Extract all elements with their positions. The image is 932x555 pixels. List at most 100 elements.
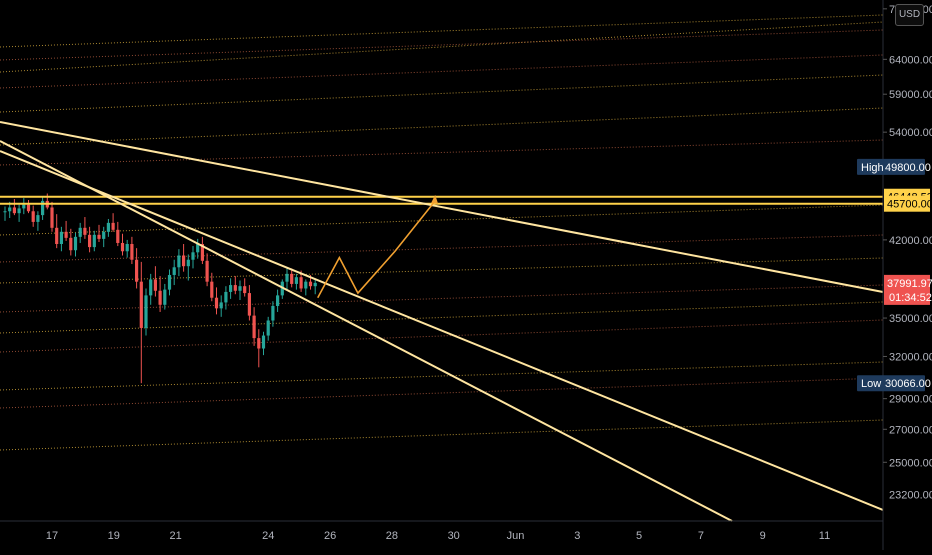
y-tick-label: 25000.00 xyxy=(889,457,932,469)
projection-path[interactable] xyxy=(317,194,439,299)
candle-body xyxy=(290,273,294,284)
candle-body xyxy=(116,229,120,243)
level-tag-value: 45700.00 xyxy=(887,199,932,211)
candle-body xyxy=(238,286,242,291)
x-tick-label: 7 xyxy=(698,530,704,542)
x-tick-label: 24 xyxy=(262,530,274,542)
x-tick-label: 21 xyxy=(169,530,181,542)
candles xyxy=(3,193,317,384)
candle-body xyxy=(177,255,181,268)
candle-body xyxy=(266,320,270,336)
trendline[interactable] xyxy=(0,140,733,522)
fib-line xyxy=(0,139,884,166)
x-tick-label: 9 xyxy=(760,530,766,542)
candle-body xyxy=(163,289,167,305)
x-tick-label: 17 xyxy=(46,530,58,542)
candle-body xyxy=(111,222,115,230)
candle-body xyxy=(83,227,87,235)
y-tick-label: 32000.00 xyxy=(889,351,932,363)
y-tick-label: 29000.00 xyxy=(889,394,932,406)
candle-body xyxy=(167,274,172,290)
candle-body xyxy=(8,207,12,212)
candle-body xyxy=(97,234,101,239)
fib-line xyxy=(0,419,884,451)
currency-label[interactable]: USD xyxy=(895,4,924,26)
fib-line xyxy=(0,107,884,146)
candle-body xyxy=(252,315,256,339)
x-tick-label: Jun xyxy=(507,530,525,542)
y-tick-label: 54000.00 xyxy=(889,127,932,139)
fib-line xyxy=(0,377,884,409)
y-tick-label: 59000.00 xyxy=(889,89,932,101)
trendline[interactable] xyxy=(0,121,884,293)
fib-line xyxy=(0,319,884,353)
low-tag xyxy=(857,375,925,392)
candle-body xyxy=(299,277,303,289)
projection-line[interactable] xyxy=(317,200,436,299)
candle-body xyxy=(26,204,31,212)
candle-body xyxy=(210,281,214,298)
candle-body xyxy=(31,211,35,222)
candle-body xyxy=(200,243,204,261)
candle-body xyxy=(294,277,298,284)
candle-body xyxy=(276,295,280,306)
horizontal-levels[interactable] xyxy=(0,195,883,205)
high-tag-label: High xyxy=(861,162,884,174)
current-price-tag xyxy=(884,274,930,305)
candle-body xyxy=(158,290,162,305)
candle-body xyxy=(224,291,228,303)
fib-line xyxy=(0,29,884,61)
x-tick-label: 5 xyxy=(636,530,642,542)
candle-body xyxy=(191,252,195,260)
candle-body xyxy=(120,242,125,252)
x-tick-label: 11 xyxy=(819,530,830,542)
y-tick-label: 23200.00 xyxy=(889,489,932,501)
trendline[interactable] xyxy=(0,150,884,511)
fib-line xyxy=(0,234,884,263)
x-axis: 17 19 21 24 26 28 30 Jun 3 5 7 9 11 xyxy=(0,520,883,542)
candle-body xyxy=(41,200,45,216)
x-tick-label: 28 xyxy=(386,530,398,542)
y-tick-label: 42000.00 xyxy=(889,235,932,247)
candle-body xyxy=(219,302,223,309)
fib-line xyxy=(0,204,884,236)
candle-body xyxy=(3,211,7,213)
candle-body xyxy=(149,279,153,296)
candle-body xyxy=(88,234,92,248)
projection-arrowhead[interactable] xyxy=(431,194,439,204)
x-tick-label: 3 xyxy=(574,530,580,542)
candle-body xyxy=(92,234,96,248)
x-tick-label: 30 xyxy=(448,530,460,542)
fib-line xyxy=(0,361,884,391)
candle-body xyxy=(247,293,251,316)
candle-body xyxy=(135,259,139,282)
y-tick-label: 64000.00 xyxy=(889,54,932,66)
fib-line xyxy=(0,54,884,89)
candle-body xyxy=(64,231,68,238)
candle-body xyxy=(304,281,308,289)
low-tag-value: 30066.00 xyxy=(885,378,931,390)
high-tag-value: 49800.00 xyxy=(885,162,931,174)
candle-body xyxy=(69,237,73,251)
trendlines[interactable] xyxy=(0,121,884,522)
candle-body xyxy=(214,297,219,309)
y-tick-label: 27000.00 xyxy=(889,424,932,436)
candle-body xyxy=(205,260,209,282)
current-price-value: 37991.97 xyxy=(887,278,932,290)
candle-body xyxy=(308,281,313,287)
candle-body xyxy=(233,285,237,291)
candle-body xyxy=(17,208,21,214)
y-tick-label: 35000.00 xyxy=(889,313,932,325)
candle-body xyxy=(186,259,190,267)
candle-body xyxy=(125,243,129,252)
candle-body xyxy=(153,279,157,291)
fib-line xyxy=(0,74,884,113)
price-tags: High49800.0046448.5345700.0037991.9701:3… xyxy=(857,158,932,501)
candle-countdown: 01:34:52 xyxy=(889,292,932,304)
candle-body xyxy=(73,236,78,251)
candle-body xyxy=(12,207,16,214)
candle-body xyxy=(130,243,134,260)
candle-body xyxy=(261,335,266,349)
